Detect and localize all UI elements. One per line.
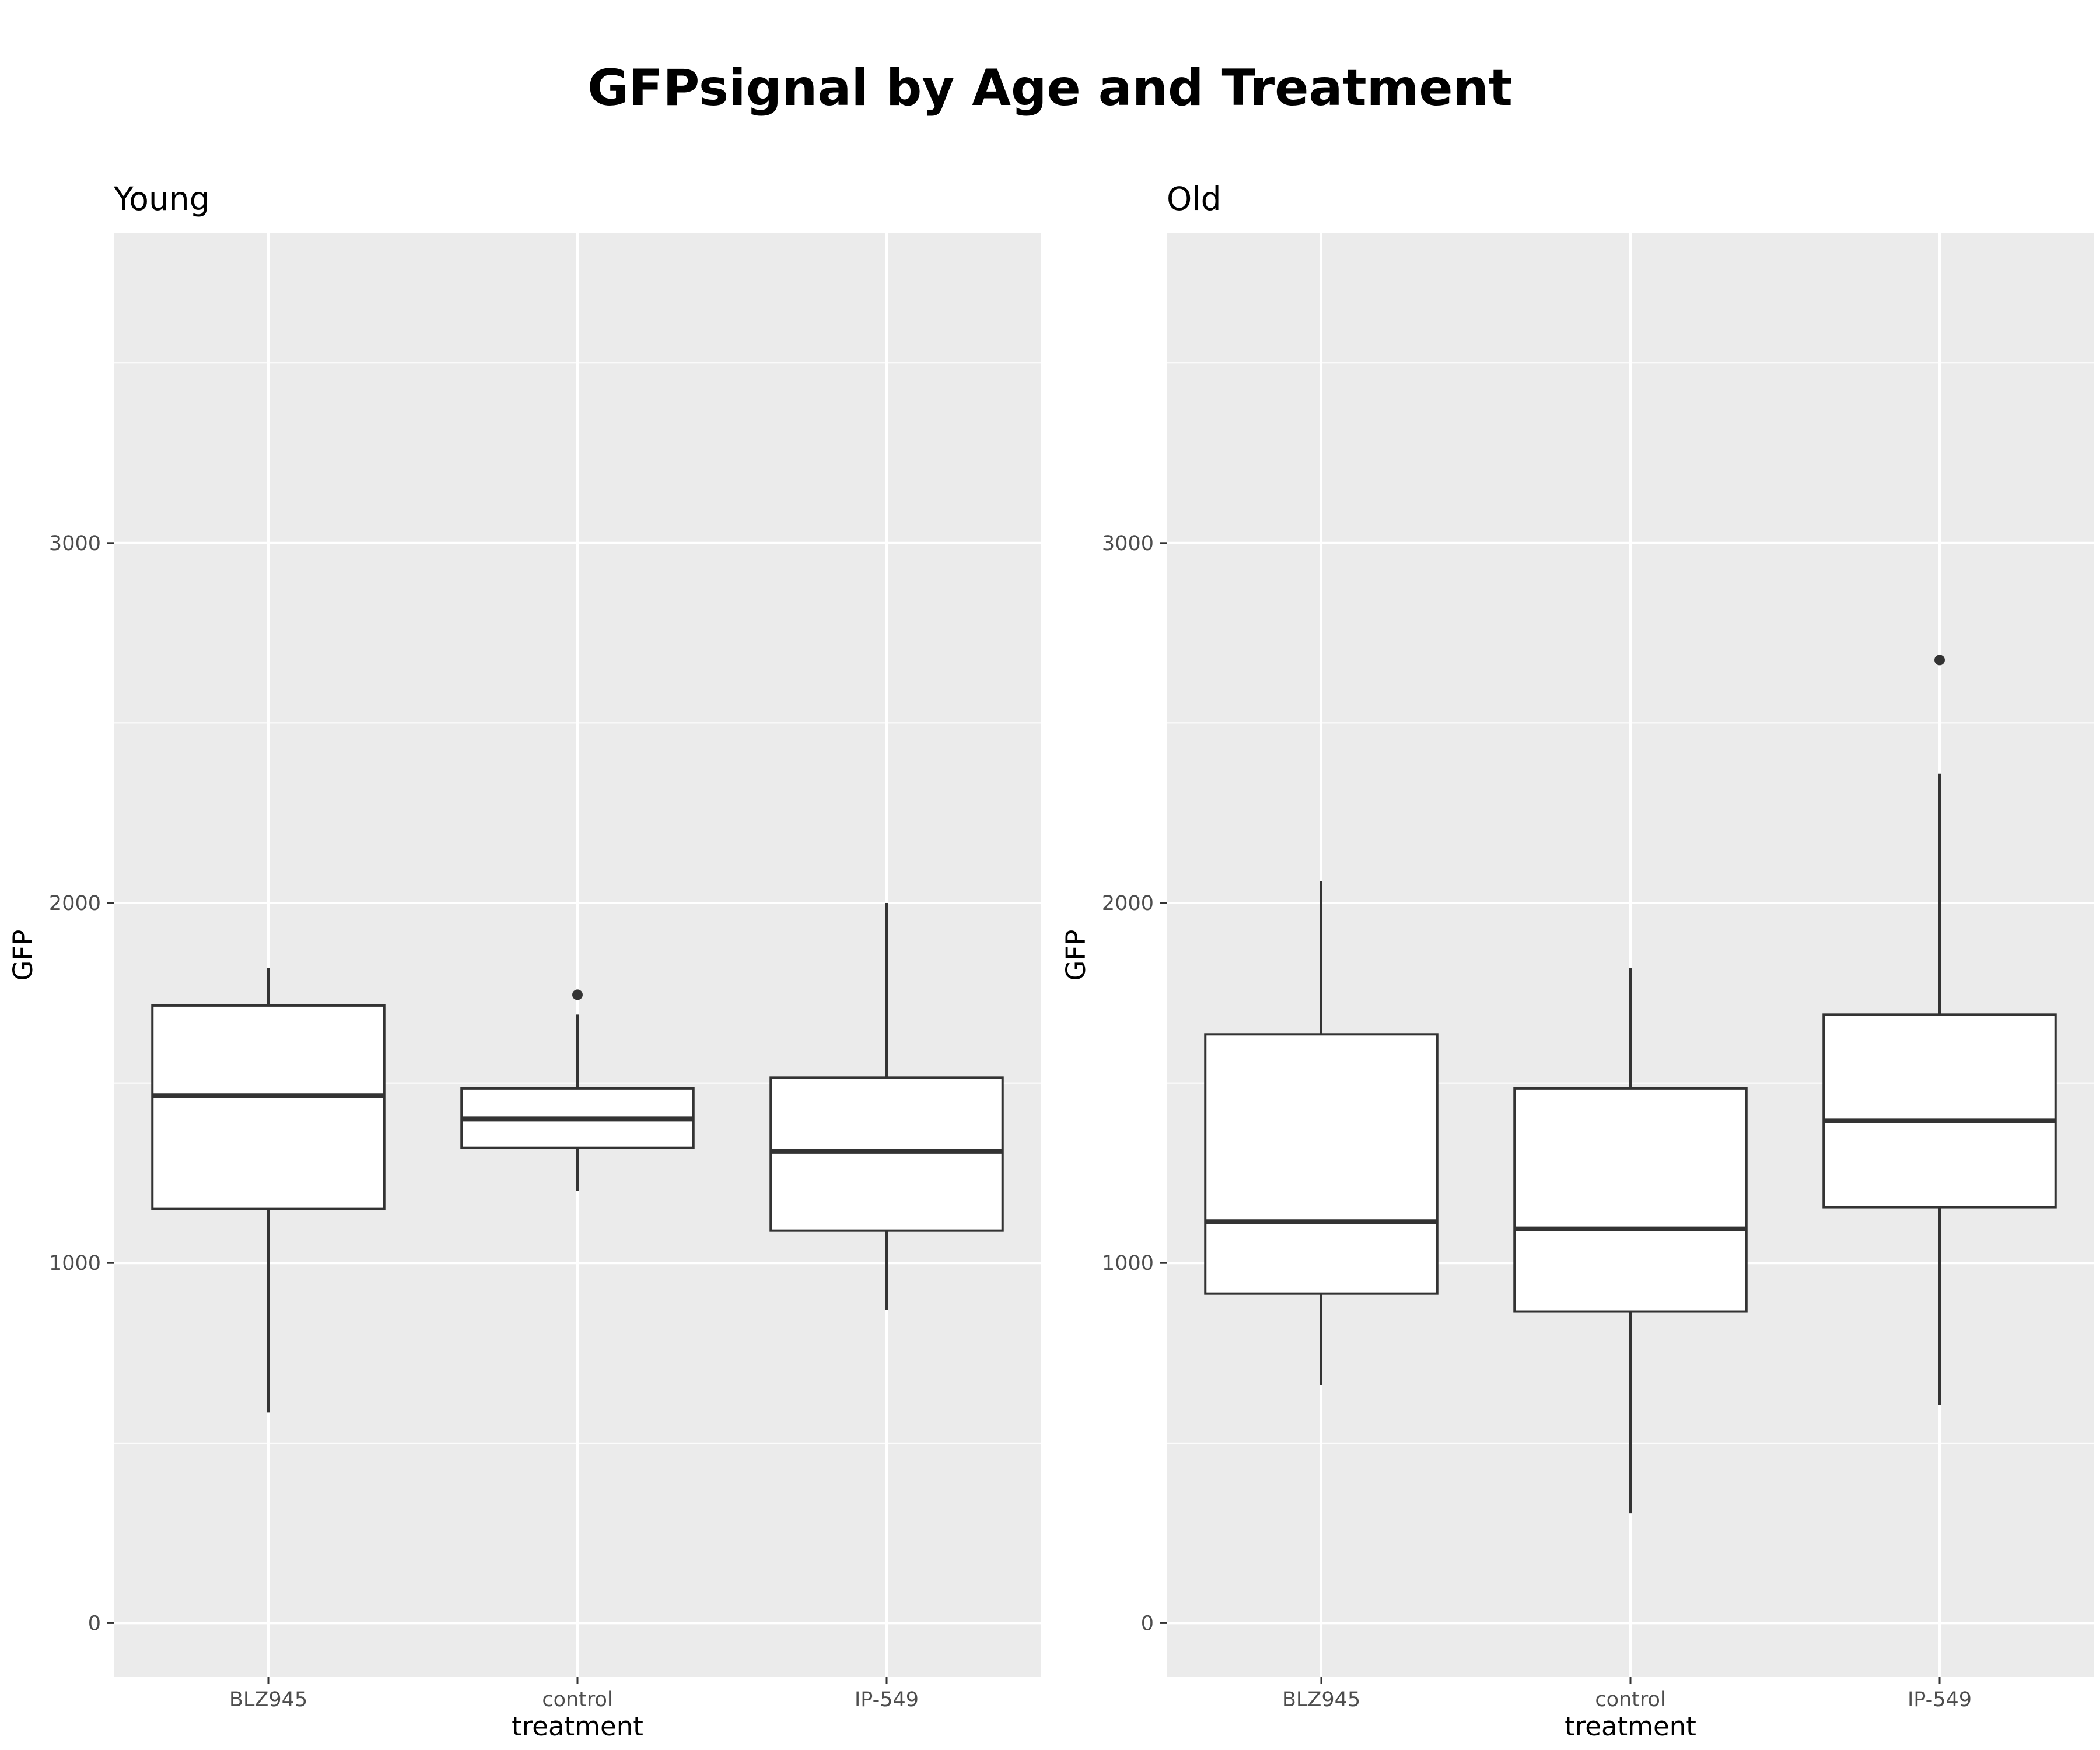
boxplot-control: [460, 989, 695, 1191]
y-axis-title: GFP: [1060, 930, 1091, 981]
y-tick-label: 2000: [49, 892, 101, 915]
box: [1513, 1087, 1748, 1313]
x-tick-label: IP-549: [1908, 1688, 1972, 1712]
x-tick-label: BLZ945: [1282, 1688, 1360, 1712]
boxplot-ip-549: [1822, 654, 2057, 1406]
box: [1822, 1013, 2057, 1209]
y-tick-label: 2000: [1102, 892, 1154, 915]
outlier-point: [572, 989, 583, 1000]
boxplot-blz945: [1204, 881, 1438, 1386]
box: [151, 1004, 386, 1210]
facet-label: Old: [1167, 180, 1221, 218]
x-axis-title: treatment: [512, 1711, 643, 1742]
y-tick-label: 3000: [1102, 532, 1154, 555]
boxplot-ip-549: [769, 903, 1004, 1310]
box: [769, 1076, 1004, 1232]
facet-panel-old: Old 0 1000 2000 3000 BLZ945 control IP-549 treat…: [1060, 180, 2094, 1742]
outlier-point: [1934, 654, 1945, 666]
x-axis-title: treatment: [1564, 1711, 1696, 1742]
chart-title: GFPsignal by Age and Treatment: [587, 59, 1513, 117]
x-tick-label: control: [542, 1688, 612, 1712]
y-tick-label: 0: [88, 1612, 101, 1635]
y-axis-title: GFP: [8, 930, 38, 981]
y-tick-label: 0: [1141, 1612, 1154, 1635]
boxplot-control: [1513, 968, 1748, 1514]
x-tick-label: control: [1595, 1688, 1665, 1712]
y-tick-label: 1000: [1102, 1252, 1154, 1275]
y-tick-label: 1000: [49, 1252, 101, 1275]
y-tick-label: 3000: [49, 532, 101, 555]
facet-panels: Young 0 1000 2000 3000 BLZ945 control IP-549 tre…: [8, 180, 2094, 1742]
boxplot-blz945: [151, 968, 386, 1413]
facet-panel-young: Young 0 1000 2000 3000 BLZ945 control IP-549 tre…: [8, 180, 1041, 1742]
box: [1204, 1033, 1438, 1295]
x-tick-label: IP-549: [855, 1688, 919, 1712]
x-tick-label: BLZ945: [229, 1688, 307, 1712]
facet-label: Young: [113, 180, 210, 218]
